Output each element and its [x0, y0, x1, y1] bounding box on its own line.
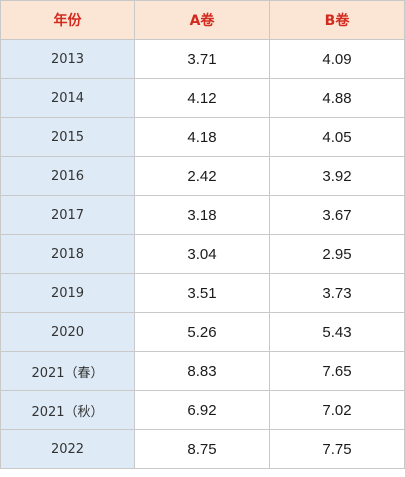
- paper-a-cell: 6.92: [134, 390, 270, 430]
- paper-a-cell: 8.75: [134, 429, 270, 469]
- paper-b-cell: 3.67: [269, 195, 405, 235]
- paper-b-cell: 4.09: [269, 39, 405, 79]
- paper-a-cell: 3.51: [134, 273, 270, 313]
- paper-a-cell: 4.18: [134, 117, 270, 157]
- year-cell: 2015: [0, 117, 135, 157]
- year-cell: 2018: [0, 234, 135, 274]
- header-row: 年份 A卷 B卷: [0, 0, 405, 40]
- table-row: 2022 8.75 7.75: [0, 429, 405, 469]
- year-cell: 2021（春）: [0, 351, 135, 391]
- table-row: 2017 3.18 3.67: [0, 195, 405, 235]
- year-cell: 2021（秋）: [0, 390, 135, 430]
- paper-b-cell: 4.05: [269, 117, 405, 157]
- year-cell: 2017: [0, 195, 135, 235]
- paper-b-cell: 5.43: [269, 312, 405, 352]
- paper-a-cell: 3.18: [134, 195, 270, 235]
- table-row: 2019 3.51 3.73: [0, 273, 405, 313]
- table-row: 2021（秋） 6.92 7.02: [0, 390, 405, 430]
- header-year: 年份: [0, 0, 135, 40]
- table-row: 2020 5.26 5.43: [0, 312, 405, 352]
- year-cell: 2019: [0, 273, 135, 313]
- table-row: 2014 4.12 4.88: [0, 78, 405, 118]
- table-row: 2018 3.04 2.95: [0, 234, 405, 274]
- paper-a-cell: 3.04: [134, 234, 270, 274]
- paper-b-cell: 7.65: [269, 351, 405, 391]
- header-paper-a: A卷: [134, 0, 270, 40]
- table-header: 年份 A卷 B卷: [0, 0, 405, 40]
- paper-b-cell: 2.95: [269, 234, 405, 274]
- paper-b-cell: 7.75: [269, 429, 405, 469]
- paper-a-cell: 4.12: [134, 78, 270, 118]
- paper-b-cell: 7.02: [269, 390, 405, 430]
- year-cell: 2016: [0, 156, 135, 196]
- paper-a-cell: 5.26: [134, 312, 270, 352]
- table-row: 2021（春） 8.83 7.65: [0, 351, 405, 391]
- table-row: 2013 3.71 4.09: [0, 39, 405, 79]
- header-paper-b: B卷: [269, 0, 405, 40]
- paper-b-cell: 3.92: [269, 156, 405, 196]
- paper-a-cell: 2.42: [134, 156, 270, 196]
- table-body: 2013 3.71 4.09 2014 4.12 4.88 2015 4.18 …: [0, 39, 405, 469]
- table-row: 2016 2.42 3.92: [0, 156, 405, 196]
- paper-b-cell: 3.73: [269, 273, 405, 313]
- paper-a-cell: 8.83: [134, 351, 270, 391]
- year-cell: 2022: [0, 429, 135, 469]
- table-row: 2015 4.18 4.05: [0, 117, 405, 157]
- paper-b-cell: 4.88: [269, 78, 405, 118]
- paper-a-cell: 3.71: [134, 39, 270, 79]
- year-cell: 2020: [0, 312, 135, 352]
- year-cell: 2013: [0, 39, 135, 79]
- year-cell: 2014: [0, 78, 135, 118]
